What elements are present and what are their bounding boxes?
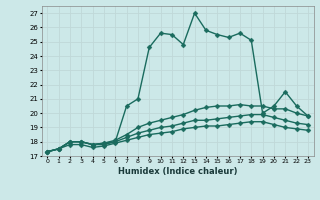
X-axis label: Humidex (Indice chaleur): Humidex (Indice chaleur) [118,167,237,176]
